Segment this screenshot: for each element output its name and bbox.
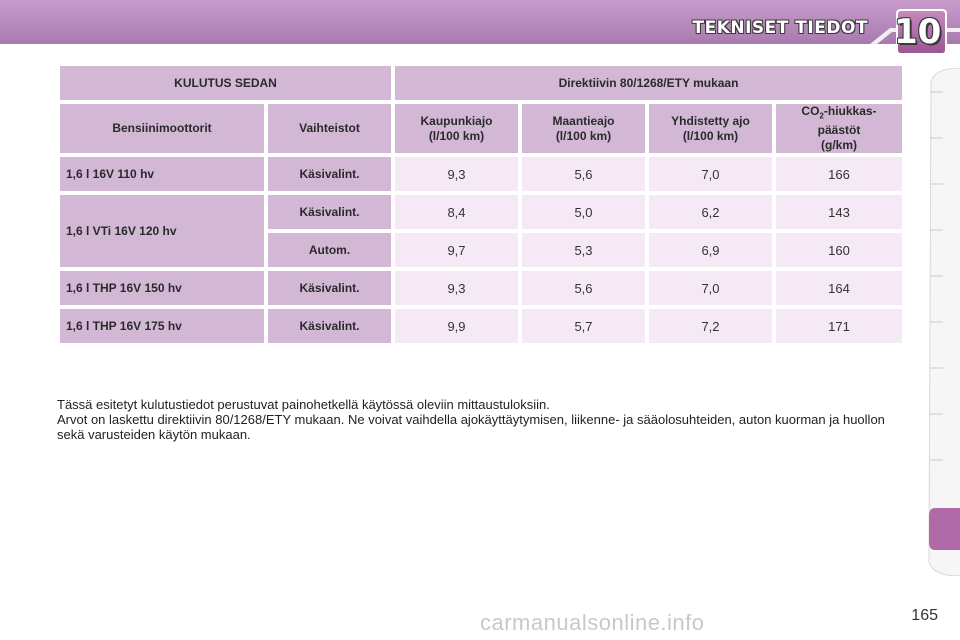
col-header-highway-unit: (l/100 km) [555,128,612,143]
col-header-city-unit: (l/100 km) [428,128,485,143]
co2-value: 164 [776,271,902,306]
co2-value: 166 [776,157,902,192]
highway-value: 5,0 [522,195,645,230]
table-row: 1,6 l VTi 16V 120 hv Käsivalint. 8,4 5,0… [60,195,902,268]
col-header-combined-unit: (l/100 km) [682,128,739,143]
engine-cell: 1,6 l THP 16V 175 hv [60,309,264,344]
notes-line-1: Tässä esitetyt kulutustiedot perustuvat … [57,397,550,412]
highway-value: 5,6 [522,157,645,192]
chapter-tab-strip [925,67,960,577]
col-header-co2-post: -hiukkas- [823,104,877,118]
page-number: 165 [911,607,938,624]
gearbox-cell: Käsivalint. [268,195,391,230]
gearbox-cell: Käsivalint. [268,271,391,306]
col-header-co2-line2: päästöt [817,123,861,138]
col-header-co2-line3: (g/km) [821,138,857,153]
header-band [0,0,960,54]
table-title-row: KULUTUS SEDAN Direktiivin 80/1268/ETY mu… [60,66,902,100]
table-row: Autom. 9,7 5,3 6,9 160 [60,233,902,268]
city-value: 9,9 [395,309,518,344]
gearbox-cell: Käsivalint. [268,309,391,344]
col-header-combined-label: Yhdistetty ajo [671,113,750,128]
col-header-city-label: Kaupunkiajo [420,113,493,128]
col-header-combined: Yhdistetty ajo (l/100 km) [649,104,772,154]
city-value: 9,3 [395,157,518,192]
col-header-engine: Bensiinimoottorit [60,104,264,154]
chapter-tabs [928,67,960,577]
col-header-highway: Maantieajo (l/100 km) [522,104,645,154]
combined-value: 7,2 [649,309,772,344]
consumption-table: KULUTUS SEDAN Direktiivin 80/1268/ETY mu… [56,62,906,347]
page-header: TEKNISET TIEDOT 10 [0,0,960,54]
active-chapter-tab[interactable] [929,508,960,550]
col-header-highway-label: Maantieajo [552,113,615,128]
combined-value: 7,0 [649,271,772,306]
notes-paragraph: Tässä esitetyt kulutustiedot perustuvat … [57,397,907,442]
notes-line-2: Arvot on laskettu direktiivin 80/1268/ET… [57,412,885,442]
combined-value: 6,2 [649,195,772,230]
engine-cell: 1,6 l THP 16V 150 hv [60,271,264,306]
table-row: 1,6 l THP 16V 175 hv Käsivalint. 9,9 5,7… [60,309,902,344]
city-value: 9,7 [395,233,518,268]
engine-cell: 1,6 l 16V 110 hv [60,157,264,192]
engine-cell: 1,6 l VTi 16V 120 hv [60,195,264,268]
col-header-co2: CO2-hiukkas- päästöt (g/km) [776,104,902,154]
gearbox-cell: Käsivalint. [268,157,391,192]
table-header-row: Bensiinimoottorit Vaihteistot Kaupunkiaj… [60,104,902,154]
gearbox-cell: Autom. [268,233,391,268]
co2-value: 143 [776,195,902,230]
col-header-gearbox: Vaihteistot [268,104,391,154]
co2-value: 171 [776,309,902,344]
table-row: 1,6 l 16V 110 hv Käsivalint. 9,3 5,6 7,0… [60,157,902,192]
combined-value: 6,9 [649,233,772,268]
col-header-city: Kaupunkiajo (l/100 km) [395,104,518,154]
highway-value: 5,3 [522,233,645,268]
table-title-left: KULUTUS SEDAN [60,66,391,100]
combined-value: 7,0 [649,157,772,192]
chapter-number-badge: 10 [894,12,942,52]
city-value: 8,4 [395,195,518,230]
table-row: 1,6 l THP 16V 150 hv Käsivalint. 9,3 5,6… [60,271,902,306]
city-value: 9,3 [395,271,518,306]
col-header-co2-pre: CO [801,104,820,118]
highway-value: 5,7 [522,309,645,344]
co2-value: 160 [776,233,902,268]
watermark: carmanualsonline.info [480,610,705,635]
highway-value: 5,6 [522,271,645,306]
table-title-right: Direktiivin 80/1268/ETY mukaan [395,66,902,100]
col-header-co2-sub: 2 [819,111,824,121]
chapter-title: TEKNISET TIEDOT [692,18,868,38]
